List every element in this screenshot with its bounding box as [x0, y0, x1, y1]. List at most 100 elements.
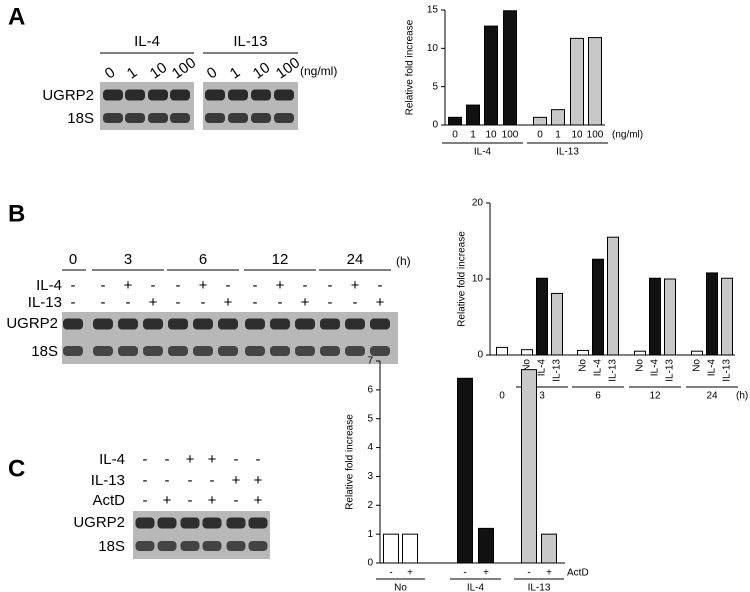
time-label: 12: [272, 251, 289, 268]
x-tick-label: IL-13: [722, 359, 733, 382]
sign: -: [143, 492, 148, 509]
bar: [551, 292, 563, 356]
sign: +: [199, 277, 208, 294]
group-label: 3: [539, 391, 545, 402]
group-label: 24: [706, 391, 718, 402]
sign: -: [353, 294, 358, 311]
y-tick-label: 5: [367, 413, 373, 424]
bar: [521, 349, 533, 356]
x-tick-label: No: [635, 359, 646, 372]
blot-band: [205, 89, 225, 101]
bar: [706, 272, 718, 356]
row-label: UGRP2: [6, 315, 58, 332]
sign: -: [201, 294, 206, 311]
blot-band: [170, 113, 190, 123]
y-tick-label: 4: [367, 442, 373, 453]
row-label: 18S: [98, 538, 125, 555]
x-tick-label: IL-4: [593, 359, 604, 377]
sign: -: [188, 472, 193, 489]
sign: -: [165, 472, 170, 489]
blot-band: [274, 113, 294, 123]
unit-label: (ng/ml): [300, 64, 337, 78]
group-label: IL-13: [556, 147, 579, 158]
blot-band: [180, 517, 200, 529]
sign: -: [71, 277, 76, 294]
row-label: UGRP2: [42, 87, 94, 104]
row-label: IL-13: [28, 294, 62, 311]
sign: +: [186, 451, 195, 468]
blot-band: [63, 318, 83, 330]
lane-label: 100: [273, 54, 303, 82]
bar: [466, 104, 480, 126]
x-tick-label: IL-13: [552, 359, 563, 382]
y-tick-label: 5: [432, 81, 438, 92]
x-tick-label: +: [546, 568, 552, 579]
y-tick-label: 10: [427, 43, 439, 54]
sign: -: [253, 294, 258, 311]
blot-band: [245, 318, 265, 330]
x-tick-label: -: [527, 568, 530, 579]
blot-band: [93, 318, 113, 330]
row-label: IL-4: [99, 451, 125, 468]
blot-band: [295, 346, 315, 356]
sign: -: [143, 472, 148, 489]
x-tick-label: 0: [537, 130, 543, 141]
sign: -: [143, 451, 148, 468]
group-label: 0: [499, 391, 505, 402]
group-label: IL-4: [467, 583, 485, 592]
x-tick-label: IL-13: [665, 359, 676, 382]
y-tick-label: 0: [432, 120, 438, 131]
blot-band: [135, 517, 155, 529]
blot-band: [103, 113, 123, 123]
sign: -: [176, 277, 181, 294]
y-tick-label: 10: [472, 274, 484, 285]
blot-band: [143, 318, 163, 330]
blot-band: [118, 318, 138, 330]
blot-band: [170, 89, 190, 101]
group-label: IL-4: [474, 147, 492, 158]
time-label: 3: [124, 251, 132, 268]
blot-band: [118, 346, 138, 356]
sign: -: [378, 277, 383, 294]
y-axis-label: Relative fold increase: [345, 414, 356, 510]
lane-label: 1: [227, 64, 244, 83]
bar: [588, 37, 602, 126]
sign: -: [303, 277, 308, 294]
row-label: UGRP2: [73, 514, 125, 531]
blot-band: [251, 113, 271, 123]
group-label: 12: [649, 391, 661, 402]
x-unit-label: (h): [736, 391, 748, 402]
blot-band: [251, 89, 271, 101]
x-tick-label: +: [483, 568, 489, 579]
y-tick-label: 0: [477, 350, 483, 361]
lane-label: 10: [147, 59, 170, 82]
sign: -: [71, 294, 76, 311]
y-tick-label: 2: [367, 500, 373, 511]
y-tick-label: 7: [367, 356, 373, 367]
row-label: 18S: [31, 343, 58, 360]
blot-band: [193, 346, 213, 356]
sign: +: [208, 492, 217, 509]
blot-band: [157, 541, 177, 551]
sign: +: [376, 294, 385, 311]
sign: +: [351, 277, 360, 294]
panel-label: A: [8, 3, 25, 30]
lane-label: 0: [102, 64, 119, 83]
sign: -: [256, 451, 261, 468]
bar: [496, 346, 508, 356]
bar: [607, 236, 619, 356]
y-axis-label: Relative fold increase: [405, 19, 416, 115]
blot-band: [202, 541, 222, 551]
blot-band: [218, 346, 238, 356]
blot-band: [345, 318, 365, 330]
sign: +: [163, 492, 172, 509]
sign: -: [234, 451, 239, 468]
sign: +: [208, 451, 217, 468]
y-tick-label: 20: [472, 198, 484, 209]
x-tick-label: No: [692, 359, 703, 372]
sign: +: [254, 492, 263, 509]
y-tick-label: 15: [427, 5, 439, 16]
bar: [536, 277, 548, 356]
blot-band: [63, 346, 83, 356]
blot-band: [218, 318, 238, 330]
